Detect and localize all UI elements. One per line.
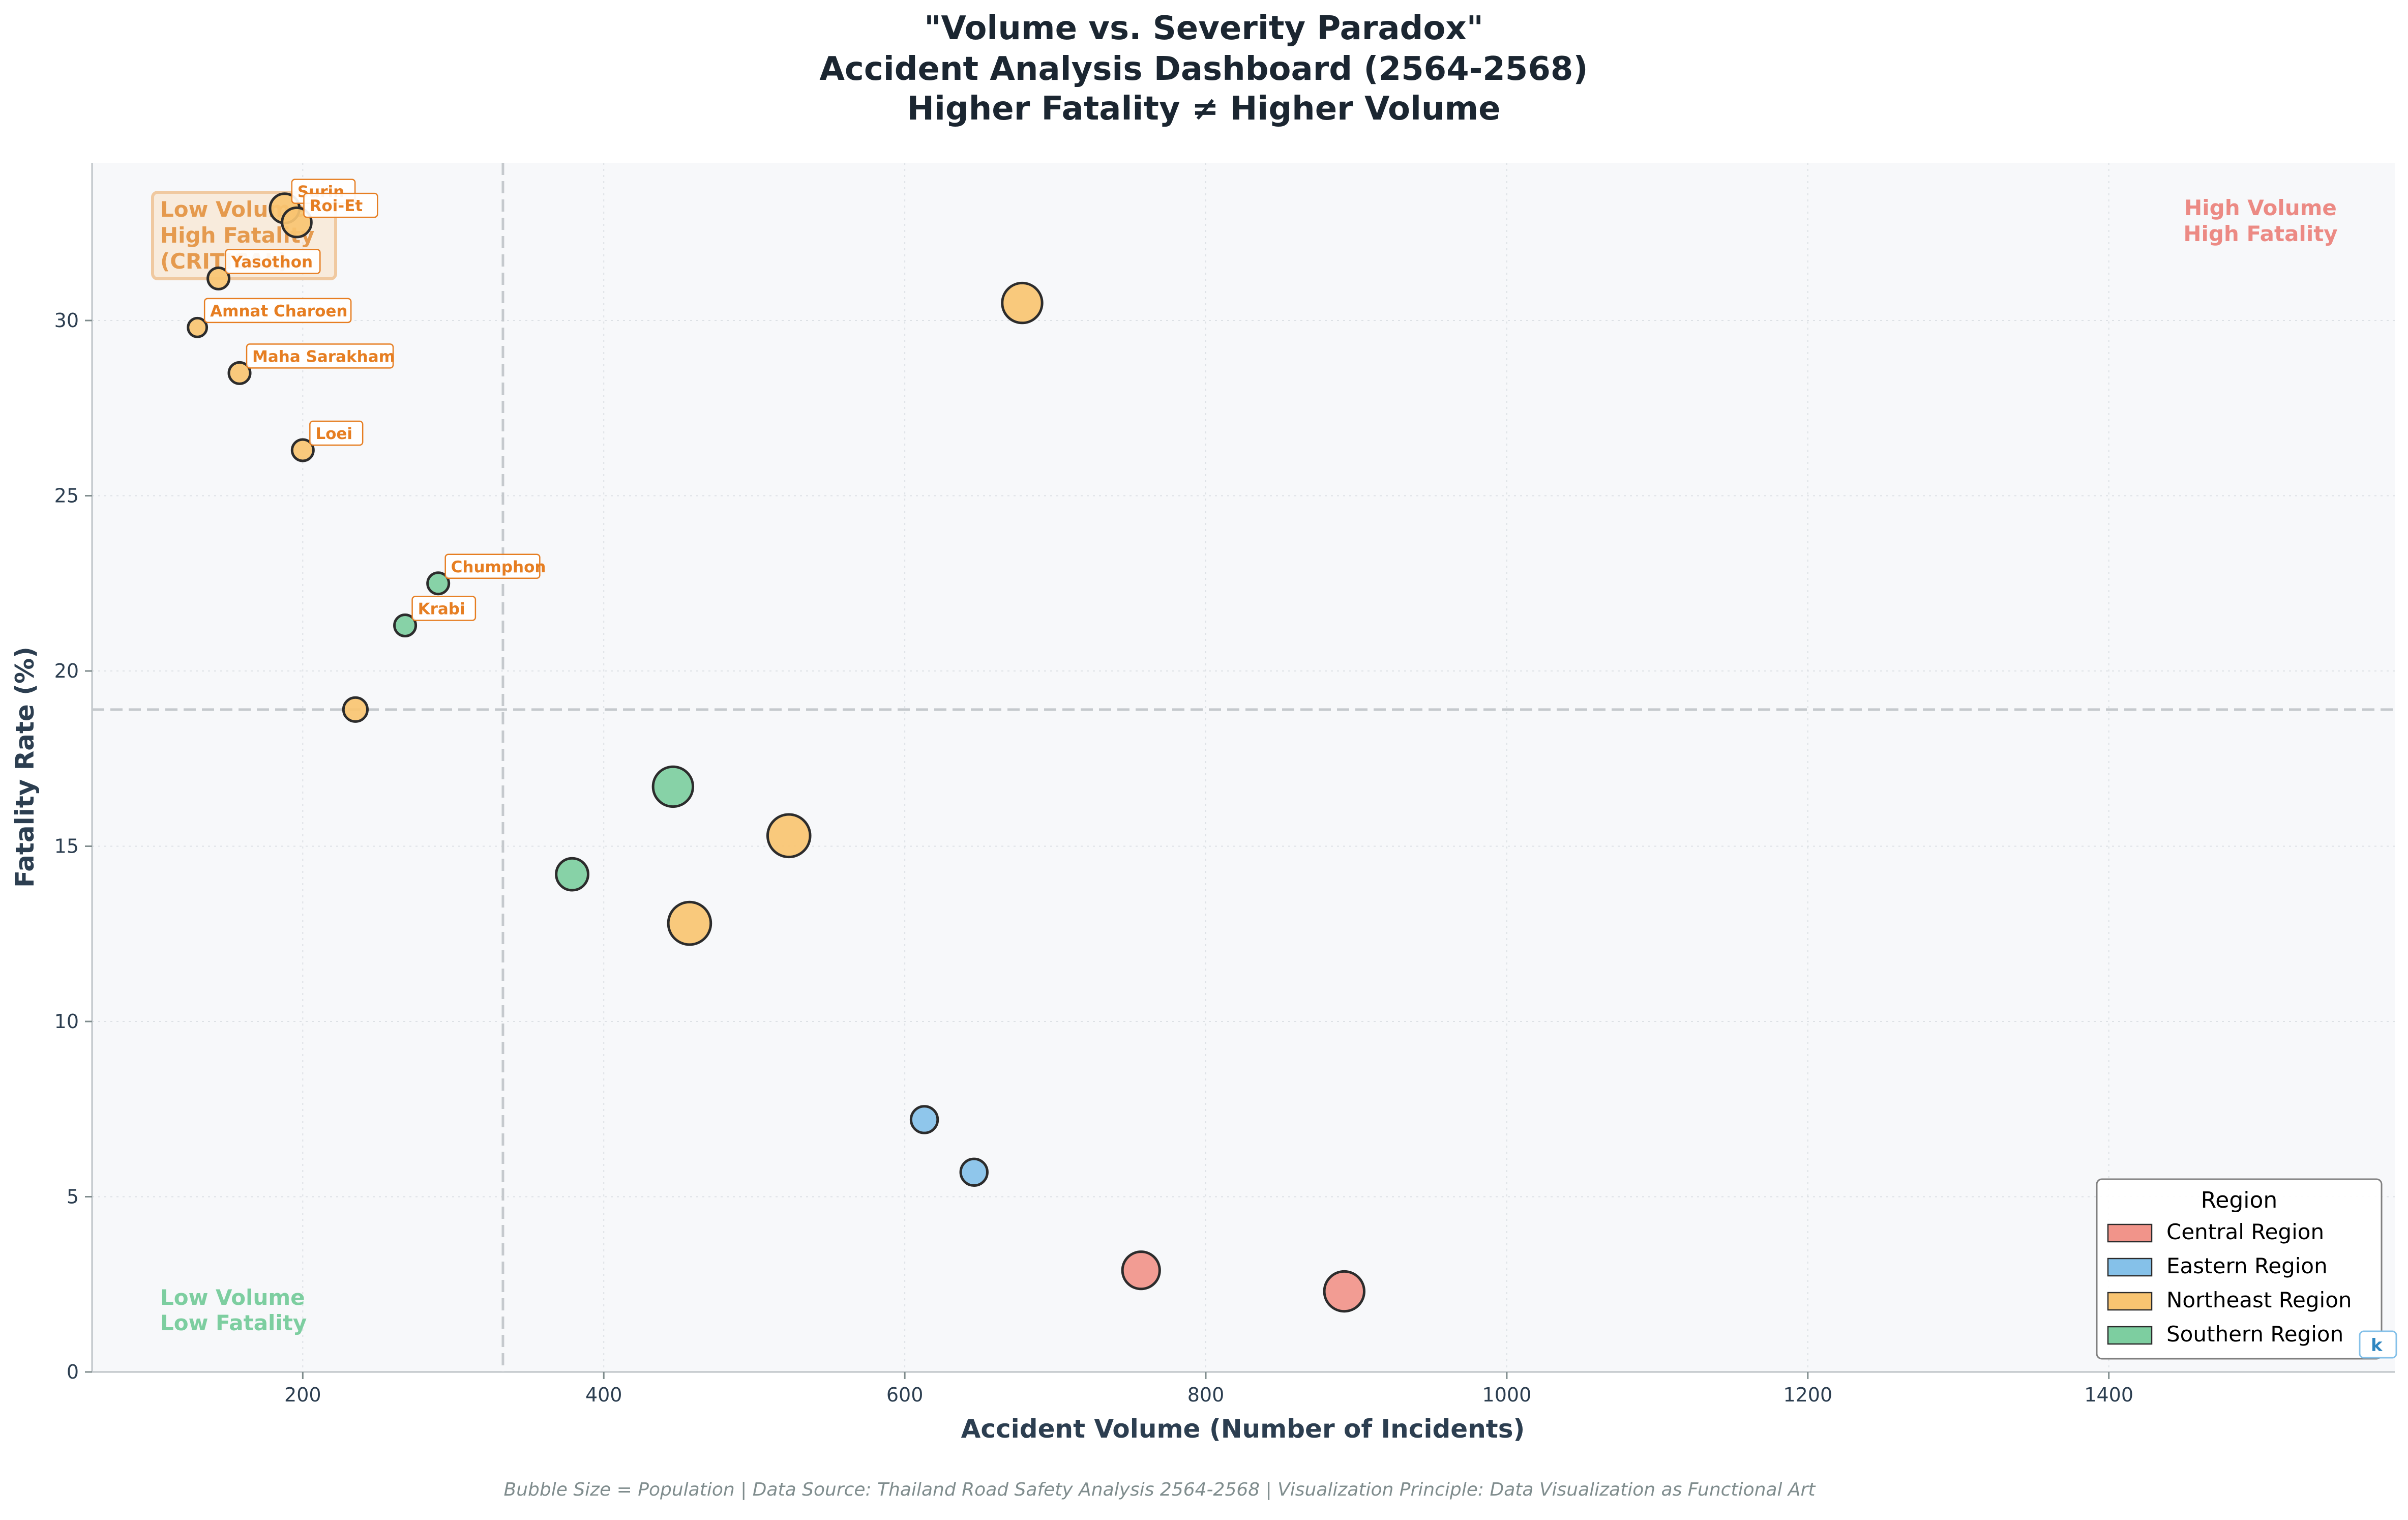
legend-entries: Central Region Eastern Region Northeast Re… (2107, 1219, 2352, 1347)
x-tick-label-1: 400 (585, 1384, 622, 1406)
cut-label-text: k (2371, 1335, 2383, 1356)
chart-title-line-1: "Volume vs. Severity Paradox" (924, 10, 1483, 47)
legend-swatch-0 (2107, 1223, 2153, 1243)
point-label-1: Roi-Et (309, 197, 363, 215)
tick-labels: 200 400 600 800 1000 1200 1400 0 5 10 15 20 25 30 (54, 309, 2133, 1406)
legend-swatch-3 (2107, 1326, 2153, 1345)
point-label-3: Amnat Charoen (210, 302, 347, 320)
point-label-box-4 (246, 343, 394, 369)
data-point-5 (290, 438, 315, 462)
point-label-7: Krabi (418, 600, 465, 618)
x-tick-label-6: 1400 (2084, 1384, 2133, 1406)
data-point-12 (555, 857, 589, 892)
y-tick-label-4: 20 (54, 660, 79, 682)
legend-label-2: Northeast Region (2166, 1288, 2352, 1312)
point-label-2: Yasothon (231, 253, 313, 271)
x-tick-label-2: 600 (886, 1384, 924, 1406)
point-label-box-1 (303, 192, 378, 218)
data-point-16 (1121, 1250, 1161, 1291)
x-tick-label-5: 1200 (1783, 1384, 1832, 1406)
data-point-7 (393, 613, 418, 637)
axes (91, 163, 2395, 1373)
point-label-box-3 (203, 298, 352, 324)
y-tick-label-3: 15 (54, 835, 79, 858)
chart-title-line-3: Higher Fatality ≠ Higher Volume (907, 90, 1500, 128)
grid (92, 163, 2395, 1372)
y-tick-label-2: 10 (54, 1010, 79, 1033)
point-label-box-6 (444, 553, 541, 579)
point-label-box-5 (309, 420, 364, 446)
quadrant-low-line-1: Low Volume (160, 1285, 305, 1310)
y-tick-label-1: 5 (67, 1186, 79, 1208)
legend-title: Region (2201, 1187, 2278, 1213)
legend-swatch-2 (2107, 1292, 2153, 1311)
quadrant-low-line-2: Low Fatality (160, 1310, 307, 1335)
y-tick-label-6: 30 (54, 309, 79, 332)
x-axis-label: Accident Volume (Number of Incidents) (961, 1414, 1525, 1444)
footer-caption: Bubble Size = Population | Data Source: … (504, 1479, 1817, 1500)
legend: Region Central Region Eastern Region North… (2096, 1178, 2383, 1360)
data-point-14 (909, 1105, 939, 1134)
y-tick-label-0: 0 (67, 1361, 79, 1383)
x-tick-label-4: 1000 (1482, 1384, 1532, 1406)
data-point-10 (651, 765, 695, 808)
point-label-box-7 (411, 596, 477, 621)
data-point-9 (1001, 281, 1044, 325)
data-point-15 (959, 1157, 989, 1187)
point-label-5: Loei (315, 425, 352, 443)
quadrant-high-line-2: High Fatality (2183, 221, 2337, 246)
point-label-box-2 (225, 249, 321, 274)
legend-label-3: Southern Region (2166, 1322, 2343, 1347)
legend-label-1: Eastern Region (2166, 1253, 2328, 1278)
data-point-4 (227, 361, 252, 385)
data-point-17 (1323, 1270, 1365, 1313)
data-point-13 (667, 900, 712, 946)
point-label-4: Maha Sarakham (252, 347, 395, 366)
x-tick-label-3: 800 (1187, 1384, 1225, 1406)
x-tick-label-0: 200 (284, 1384, 321, 1406)
legend-frame (2096, 1178, 2383, 1360)
legend-swatch-1 (2107, 1258, 2153, 1277)
plot-area (92, 163, 2395, 1372)
quadrant-high-line-1: High Volume (2184, 195, 2337, 220)
chart-title-line-2: Accident Analysis Dashboard (2564-2568) (819, 50, 1588, 88)
point-label-6: Chumphon (451, 558, 546, 576)
reference-lines (92, 163, 2395, 1372)
data-point-2 (206, 266, 231, 290)
data-point-6 (426, 571, 451, 596)
data-point-8 (342, 696, 369, 723)
data-point-11 (766, 813, 812, 859)
y-tick-label-5: 25 (54, 485, 79, 507)
cut-label: k (2359, 1330, 2397, 1359)
y-axis-label: Fatality Rate (%) (10, 647, 40, 888)
data-point-3 (187, 316, 209, 338)
legend-label-0: Central Region (2166, 1219, 2324, 1244)
